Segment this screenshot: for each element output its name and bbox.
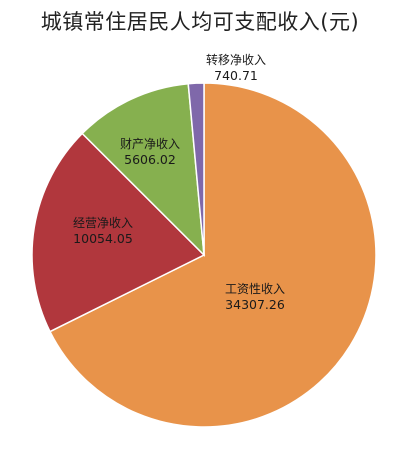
slice-value-label: 10054.05 [73, 231, 133, 246]
slice-value-label: 740.71 [214, 68, 258, 83]
slice-label: 工资性收入 [225, 282, 285, 296]
slice-label: 经营净收入 [73, 216, 133, 230]
pie-slices [31, 82, 377, 428]
chart-title: 城镇常住居民人均可支配收入(元) [40, 10, 360, 34]
pie-slice [187, 82, 205, 256]
slice-label: 财产净收入 [120, 137, 180, 151]
slice-label: 转移净收入 [206, 52, 266, 67]
pie-slice [31, 132, 206, 333]
pie-slice [48, 82, 377, 428]
pie-slice [81, 82, 205, 257]
slice-value-label: 5606.02 [124, 152, 176, 167]
slice-value-label: 34307.26 [225, 297, 285, 312]
